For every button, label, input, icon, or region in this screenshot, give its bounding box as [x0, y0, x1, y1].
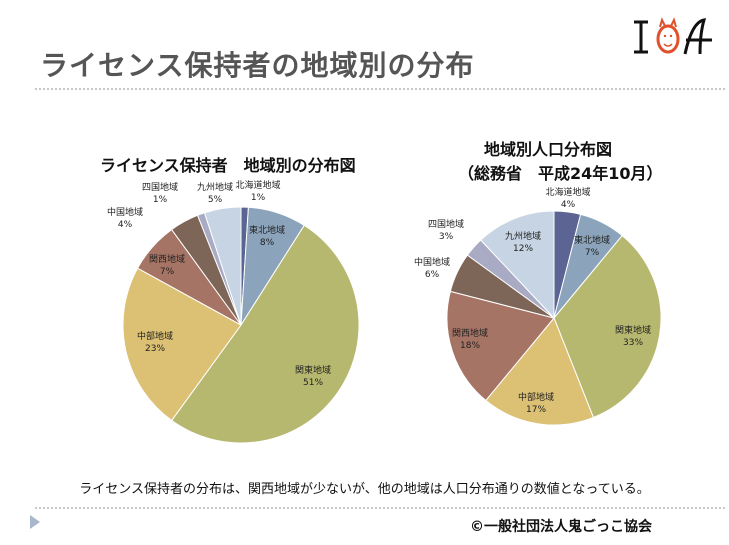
- slice-percent: 23%: [144, 344, 166, 354]
- slice-percent: 4%: [117, 220, 133, 230]
- slice-percent: 12%: [512, 244, 534, 254]
- triangle-bullet-icon: [30, 515, 40, 529]
- slice-category: 関東地域: [294, 366, 332, 376]
- slice-category: 関西地域: [451, 329, 489, 339]
- slice-label: 関西地域 18%: [452, 328, 488, 352]
- slice-category: 関西地域: [148, 255, 186, 265]
- chart1-title: ライセンス保持者 地域別の分布図: [100, 156, 356, 175]
- chart2-pie: [446, 210, 662, 426]
- slice-category: 北海道地域: [545, 188, 591, 198]
- slice-label: 関西地域 7%: [149, 254, 185, 278]
- slice-label: 中部地域 17%: [518, 392, 554, 416]
- slice-percent: 1%: [250, 193, 266, 203]
- slice-percent: 33%: [622, 338, 644, 348]
- slice-label: 関東地域 33%: [615, 325, 651, 349]
- slice-label: 東北地域 8%: [249, 225, 285, 249]
- slice-percent: 6%: [424, 270, 440, 280]
- slice-percent: 7%: [159, 267, 175, 277]
- slice-category: 北海道地域: [235, 181, 281, 191]
- slice-percent: 4%: [560, 200, 576, 210]
- title-divider: [35, 88, 725, 90]
- slice-category: 九州地域: [196, 183, 234, 193]
- slice-category: 中部地域: [136, 332, 174, 342]
- slice-label: 中部地域 23%: [137, 331, 173, 355]
- chart2-title: 地域別人口分布図: [484, 140, 613, 159]
- slice-label: 関東地域 51%: [295, 365, 331, 389]
- slice-percent: 5%: [207, 195, 223, 205]
- copyright: ©一般社団法人鬼ごっこ協会: [470, 519, 652, 535]
- slice-category: 四国地域: [427, 220, 465, 230]
- slice-category: 九州地域: [504, 232, 542, 242]
- slice-label: 中国地域 4%: [107, 207, 143, 231]
- pie-slice-3: [170, 224, 360, 444]
- slice-category: 中国地域: [106, 208, 144, 218]
- slice-category: 東北地域: [573, 236, 611, 246]
- slide-title: ライセンス保持者の地域別の分布: [40, 49, 475, 82]
- slice-percent: 18%: [459, 341, 481, 351]
- slice-label: 九州地域 5%: [197, 182, 233, 206]
- slice-percent: 8%: [259, 238, 275, 248]
- slice-category: 東北地域: [248, 226, 286, 236]
- slice-percent: 1%: [152, 195, 168, 205]
- slice-category: 四国地域: [141, 183, 179, 193]
- slice-label: 北海道地域 1%: [235, 180, 280, 204]
- slice-percent: 51%: [302, 378, 324, 388]
- pie-slice-4: [122, 267, 242, 422]
- slice-category: 中部地域: [517, 393, 555, 403]
- pie-slice-8: [203, 206, 242, 326]
- slice-percent: 3%: [438, 232, 454, 242]
- slice-label: 四国地域 3%: [428, 219, 464, 243]
- slice-label: 四国地域 1%: [142, 182, 178, 206]
- slice-label: 東北地域 7%: [574, 235, 610, 259]
- slice-percent: 17%: [525, 405, 547, 415]
- ioa-logo: [634, 17, 712, 55]
- slice-category: 関東地域: [614, 326, 652, 336]
- pie-slice-4: [485, 317, 595, 426]
- slice-label: 中国地域 6%: [414, 257, 450, 281]
- chart2-subtitle: （総務省 平成24年10月）: [458, 164, 663, 183]
- pie-slice-5: [446, 290, 555, 402]
- slice-percent: 7%: [584, 248, 600, 258]
- slice-label: 北海道地域 4%: [545, 187, 590, 211]
- slice-label: 九州地域 12%: [505, 231, 541, 255]
- pie-slice-3: [553, 234, 662, 419]
- pie-slice-8: [480, 210, 555, 320]
- slide-note: ライセンス保持者の分布は、関西地域が少ないが、他の地域は人口分布通りの数値となっ…: [79, 482, 650, 497]
- footer-divider: [35, 507, 725, 509]
- chart1-pie: [122, 206, 360, 444]
- slice-category: 中国地域: [413, 258, 451, 268]
